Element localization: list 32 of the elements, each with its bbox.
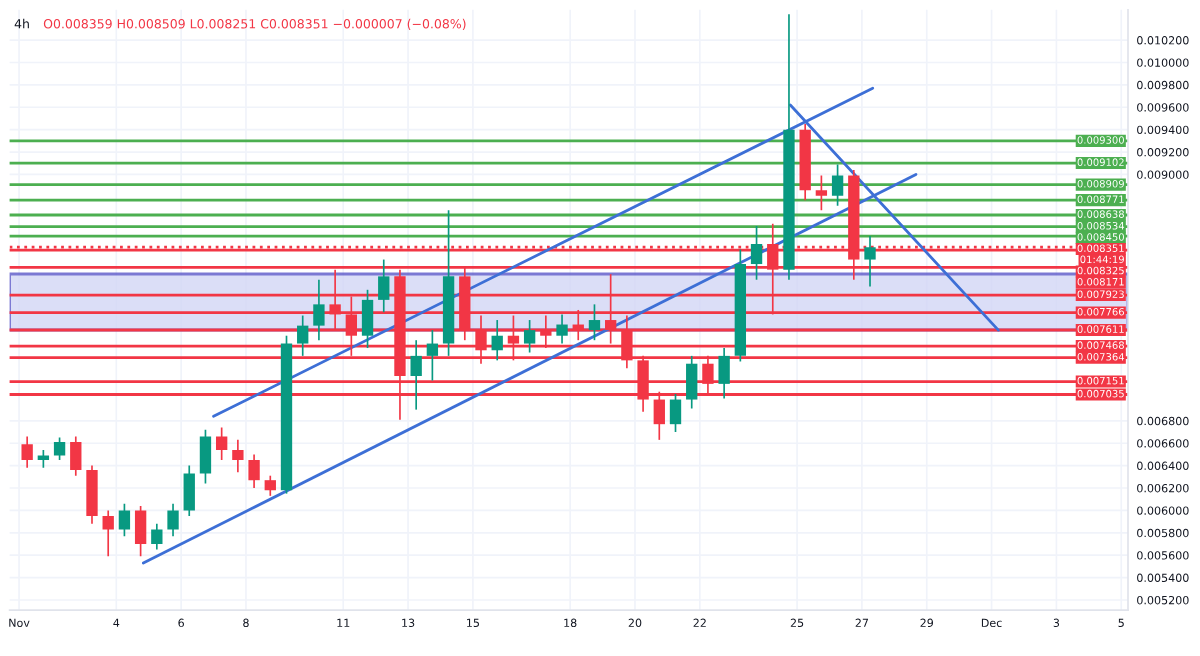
candlestick: [686, 355, 698, 410]
candlestick: [815, 174, 828, 212]
candlestick: [410, 339, 422, 411]
candlestick: [183, 464, 195, 517]
candlestick: [718, 347, 730, 400]
candlestick: [167, 502, 179, 538]
candlestick: [588, 303, 601, 342]
candlestick: [70, 435, 82, 477]
candlestick: [378, 258, 390, 314]
candlestick: [199, 428, 212, 485]
candlestick: [669, 393, 682, 433]
candlestick: [523, 319, 536, 354]
candlestick: [491, 319, 503, 362]
candlestick: [151, 523, 163, 551]
candlestick: [248, 453, 260, 489]
candlestick: [102, 509, 114, 558]
candlestick: [297, 314, 309, 357]
candlestick: [53, 436, 66, 461]
candlestick: [134, 505, 147, 558]
candlestick: [426, 329, 439, 382]
candlestick: [21, 435, 33, 469]
candlestick: [361, 288, 374, 349]
candlestick: [864, 235, 876, 288]
candlestick: [750, 225, 763, 281]
candlestick: [831, 163, 844, 207]
candlestick: [264, 474, 276, 497]
candlestick: [86, 464, 98, 525]
candlestick: [313, 278, 325, 342]
candlestick: [232, 439, 244, 474]
candlestick: [556, 313, 568, 345]
candlestick: [215, 426, 228, 461]
candlestick: [118, 502, 131, 538]
